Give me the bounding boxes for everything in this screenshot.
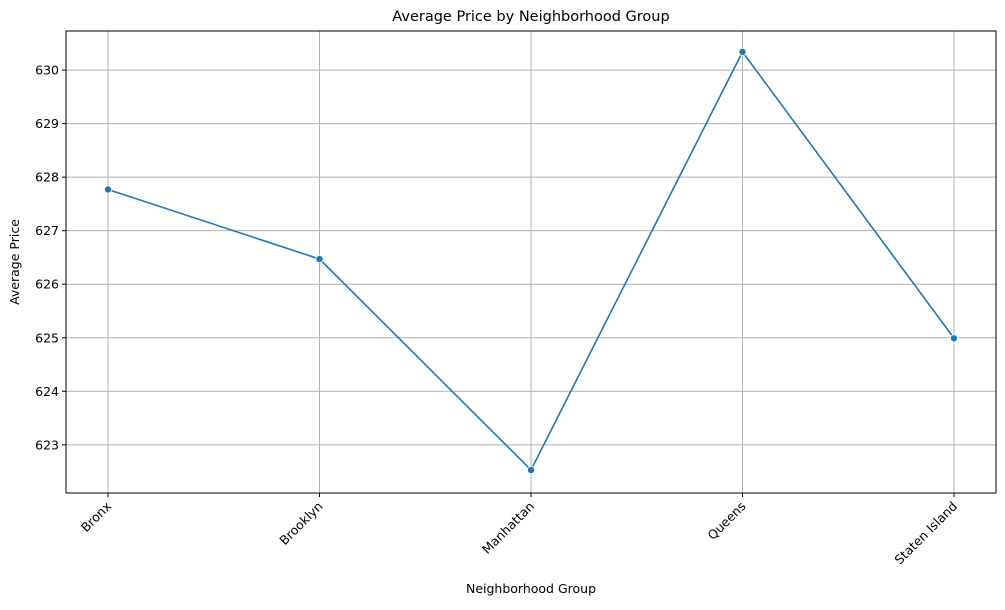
x-tick-label: Bronx — [78, 499, 114, 535]
x-tick-label: Queens — [704, 499, 748, 543]
data-point-marker — [527, 465, 536, 474]
data-point-marker — [315, 255, 324, 264]
y-tick-label: 630 — [35, 63, 59, 78]
series-layer — [104, 47, 959, 474]
x-tick-label: Manhattan — [479, 499, 537, 557]
grid-layer — [66, 31, 996, 493]
x-axis-label: Neighborhood Group — [466, 581, 596, 596]
data-point-marker — [738, 47, 747, 56]
y-tick-label: 629 — [35, 116, 59, 131]
y-tick-label: 624 — [35, 384, 59, 399]
y-tick-label: 627 — [35, 223, 59, 238]
y-axis-label: Average Price — [7, 219, 22, 305]
x-tick-label: Brooklyn — [276, 499, 325, 548]
data-point-marker — [950, 334, 959, 343]
tick-layer: Bronx Brooklyn Manhattan Queens Staten Islan… — [35, 63, 960, 568]
data-point-marker — [104, 185, 113, 194]
y-tick-label: 626 — [35, 277, 59, 292]
chart-title: Average Price by Neighborhood Group — [392, 9, 669, 25]
y-tick-label: 628 — [35, 170, 59, 185]
y-tick-label: 625 — [35, 330, 59, 345]
x-tick-label: Staten Island — [891, 499, 960, 568]
y-tick-label: 623 — [35, 437, 59, 452]
